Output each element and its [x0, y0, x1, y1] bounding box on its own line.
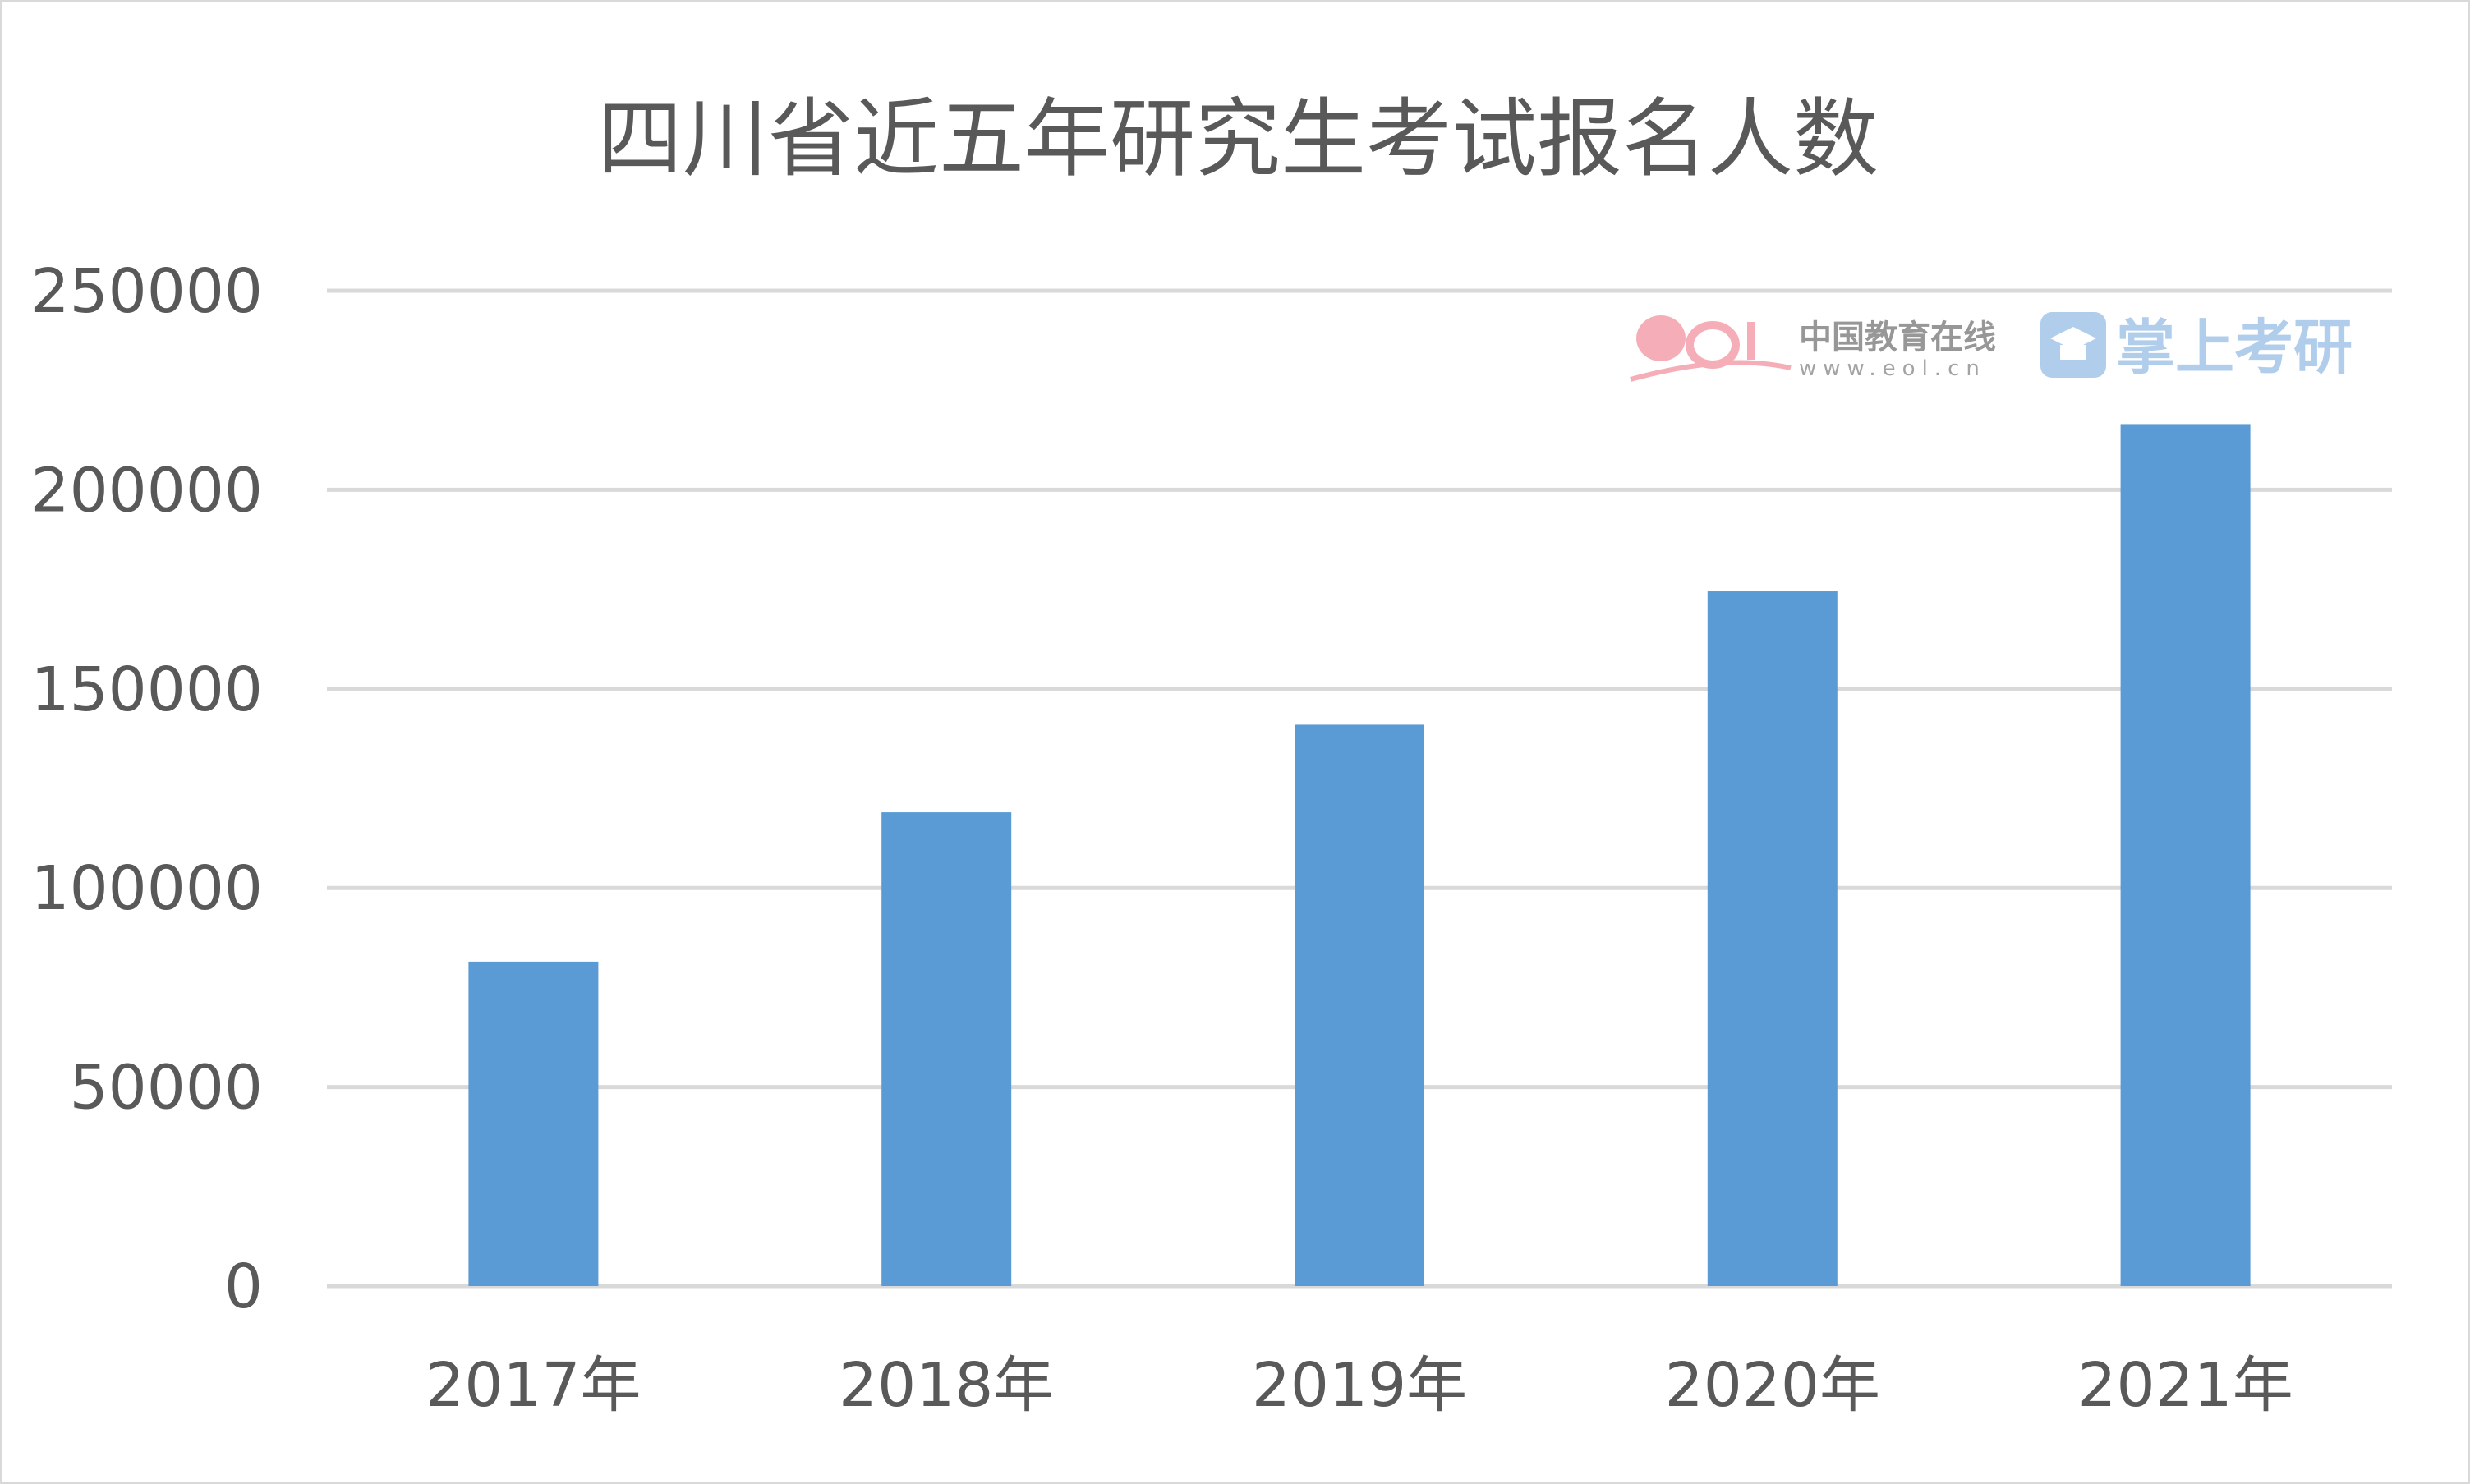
eol-logo-icon [1630, 315, 1792, 382]
y-tick-label: 50000 [70, 1053, 263, 1123]
x-tick-label: 2017年 [425, 1350, 641, 1421]
x-tick-label: 2021年 [2077, 1350, 2293, 1421]
x-tick-label: 2019年 [1252, 1350, 1467, 1421]
x-tick-label: 2018年 [839, 1350, 1054, 1421]
x-tick-label: 2020年 [1665, 1350, 1880, 1421]
y-tick-label: 200000 [31, 455, 264, 526]
x-axis-ticks: 2017年 2018年 2019年 2020年 2021年 [425, 1350, 2293, 1421]
watermark: 中国教育在线 www.eol.cn 掌上考研 [1630, 312, 2353, 382]
bar [1295, 724, 1424, 1286]
bars [468, 424, 2251, 1287]
graduation-cap-icon [2040, 312, 2106, 378]
y-tick-label: 150000 [31, 655, 264, 725]
gridlines [327, 288, 2392, 1289]
chart-title: 四川省近五年研究生考试报名人数 [597, 89, 1879, 189]
bar [468, 961, 599, 1286]
watermark-site-url: www.eol.cn [1799, 356, 1986, 381]
bar [1707, 591, 1838, 1286]
bar [881, 812, 1012, 1286]
y-axis-ticks: 0 50000 100000 150000 200000 250000 [31, 256, 264, 1322]
bar [2120, 424, 2251, 1287]
watermark-brand: 掌上考研 [2116, 313, 2353, 382]
y-tick-label: 100000 [31, 853, 264, 924]
y-tick-label: 0 [224, 1252, 263, 1322]
watermark-site-cn: 中国教育在线 [1799, 319, 1996, 356]
y-tick-label: 250000 [31, 256, 264, 327]
